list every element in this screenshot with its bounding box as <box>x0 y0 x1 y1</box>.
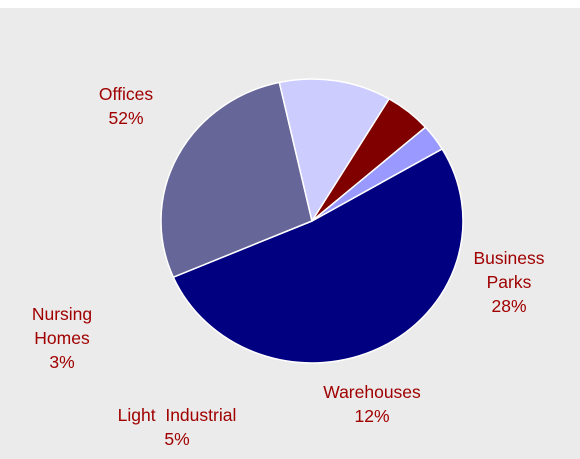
slice-label-line: Warehouses <box>323 382 421 402</box>
slices-layer <box>160 78 464 364</box>
slice-label-line: 5% <box>164 429 189 449</box>
slice-label-line: Offices <box>99 84 153 104</box>
slice-label: Light Industrial 5% <box>118 405 237 449</box>
slice-label-line: 12% <box>354 406 389 426</box>
pie-slice <box>160 81 313 278</box>
slice-label-line: 3% <box>49 352 74 372</box>
slice-label: Offices 52% <box>99 84 153 128</box>
pie-slice <box>311 126 443 222</box>
pie-slice <box>172 148 464 364</box>
slice-label-line: Homes <box>34 328 90 348</box>
slice-label-line: Light Industrial <box>118 405 237 425</box>
pie-slice <box>278 78 390 222</box>
slice-label-line: 28% <box>491 296 526 316</box>
slice-label: Business Parks 28% <box>473 248 544 316</box>
slice-label-line: 52% <box>108 108 143 128</box>
labels-layer: Offices 52% Business Parks 28% Warehouses 12% L… <box>32 84 545 449</box>
slice-label-line: Parks <box>487 272 532 292</box>
slice-label: Nursing Homes 3% <box>32 304 92 372</box>
slice-label-line: Business <box>473 248 544 268</box>
slice-label-line: Nursing <box>32 304 92 324</box>
slice-label: Warehouses 12% <box>323 382 421 426</box>
